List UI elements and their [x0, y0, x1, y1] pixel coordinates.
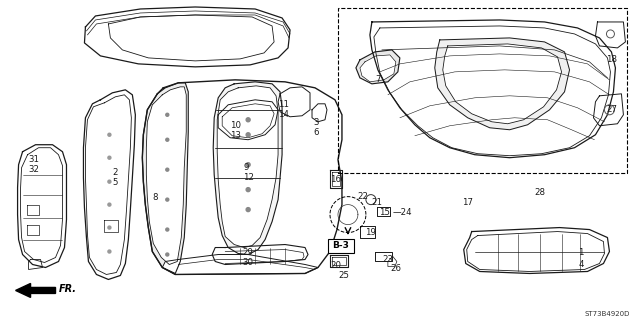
Text: 3: 3 [313, 118, 319, 127]
Polygon shape [212, 245, 308, 264]
Text: 25: 25 [338, 271, 349, 280]
Text: 2: 2 [113, 168, 118, 177]
Circle shape [246, 188, 250, 192]
Text: 14: 14 [278, 110, 289, 119]
Text: 19: 19 [365, 227, 376, 237]
Polygon shape [360, 55, 396, 82]
Text: 18: 18 [607, 55, 618, 64]
Polygon shape [84, 7, 290, 67]
Polygon shape [86, 95, 131, 274]
Circle shape [166, 228, 169, 231]
Circle shape [166, 253, 169, 256]
Polygon shape [20, 148, 63, 263]
Polygon shape [15, 284, 56, 297]
Polygon shape [83, 90, 135, 279]
Polygon shape [147, 87, 186, 264]
Circle shape [166, 168, 169, 171]
Text: 29: 29 [242, 248, 253, 256]
Text: 1: 1 [579, 248, 584, 256]
Polygon shape [108, 15, 274, 61]
Circle shape [246, 163, 250, 167]
Text: 7: 7 [375, 75, 380, 84]
Polygon shape [435, 38, 570, 130]
Text: 23: 23 [382, 255, 393, 263]
Circle shape [108, 156, 111, 159]
Circle shape [108, 180, 111, 183]
Text: 26: 26 [390, 264, 401, 273]
Circle shape [108, 250, 111, 253]
Text: 16: 16 [330, 175, 341, 184]
Text: 22: 22 [357, 192, 368, 201]
Circle shape [166, 198, 169, 201]
Polygon shape [17, 145, 67, 268]
Circle shape [166, 113, 169, 116]
Text: 32: 32 [29, 165, 40, 174]
Circle shape [108, 203, 111, 206]
Polygon shape [374, 26, 611, 156]
Text: 15: 15 [379, 208, 390, 217]
Polygon shape [356, 50, 400, 84]
Text: ST73B4920D: ST73B4920D [584, 311, 629, 317]
Circle shape [246, 208, 250, 211]
Polygon shape [377, 207, 390, 216]
Polygon shape [218, 100, 278, 140]
Polygon shape [464, 227, 609, 273]
Polygon shape [278, 87, 310, 117]
Polygon shape [375, 251, 392, 262]
Polygon shape [29, 259, 42, 270]
Polygon shape [443, 44, 561, 124]
Polygon shape [593, 94, 623, 126]
Polygon shape [330, 255, 348, 268]
Text: 9: 9 [243, 163, 248, 172]
Circle shape [108, 133, 111, 136]
Text: 31: 31 [29, 155, 40, 164]
Text: —24: —24 [393, 208, 413, 217]
Circle shape [246, 118, 250, 122]
Text: 30: 30 [242, 257, 253, 266]
Polygon shape [595, 22, 625, 48]
Text: 11: 11 [278, 100, 289, 109]
Text: FR.: FR. [58, 285, 77, 294]
Polygon shape [142, 80, 342, 274]
Polygon shape [27, 225, 38, 234]
Polygon shape [312, 104, 327, 122]
Polygon shape [370, 20, 616, 158]
Text: 13: 13 [230, 131, 241, 140]
Text: 21: 21 [371, 198, 382, 207]
Circle shape [108, 226, 111, 229]
Text: 8: 8 [152, 193, 158, 202]
Text: 6: 6 [313, 128, 319, 137]
Text: 10: 10 [230, 121, 241, 130]
Polygon shape [467, 232, 604, 271]
Polygon shape [217, 86, 278, 248]
Polygon shape [27, 204, 38, 215]
FancyBboxPatch shape [328, 239, 354, 253]
Circle shape [166, 138, 169, 141]
Text: 20: 20 [330, 262, 341, 271]
Polygon shape [163, 255, 318, 274]
Polygon shape [142, 83, 188, 273]
Bar [338, 8, 627, 173]
Circle shape [246, 133, 250, 137]
Polygon shape [360, 226, 375, 238]
Polygon shape [104, 219, 118, 232]
Polygon shape [213, 82, 282, 255]
Text: 5: 5 [113, 178, 118, 187]
Text: 27: 27 [607, 105, 618, 114]
Polygon shape [330, 170, 342, 188]
Text: B-3: B-3 [333, 241, 349, 250]
Text: 28: 28 [534, 188, 545, 197]
Text: 12: 12 [243, 173, 254, 182]
Text: 4: 4 [579, 259, 584, 269]
Text: 17: 17 [462, 198, 473, 207]
